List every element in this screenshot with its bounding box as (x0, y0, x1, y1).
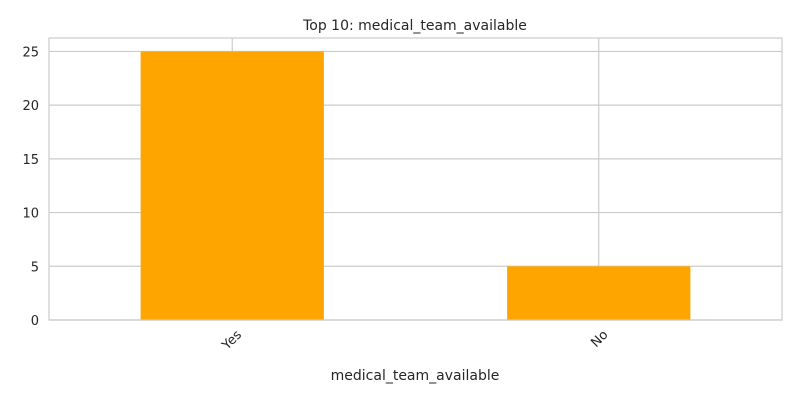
bars (140, 51, 691, 321)
axes-frame (48, 37, 783, 321)
x-tick-label: No (588, 328, 611, 351)
y-tick-label: 0 (31, 314, 39, 329)
y-tick-label: 25 (22, 45, 39, 60)
bar-no (507, 266, 691, 320)
bar-yes (140, 51, 324, 321)
y-tick-label: 10 (22, 207, 39, 222)
y-tick-labels: 0 5 10 15 20 25 (22, 45, 39, 329)
x-tick-label: Yes (219, 327, 245, 353)
x-tick-labels: Yes No (219, 327, 612, 353)
y-tick-label: 20 (22, 99, 39, 114)
y-tick-label: 5 (31, 260, 39, 275)
chart-title: Top 10: medical_team_available (302, 18, 527, 34)
x-axis-label: medical_team_available (331, 368, 500, 384)
y-tick-label: 15 (22, 153, 39, 168)
